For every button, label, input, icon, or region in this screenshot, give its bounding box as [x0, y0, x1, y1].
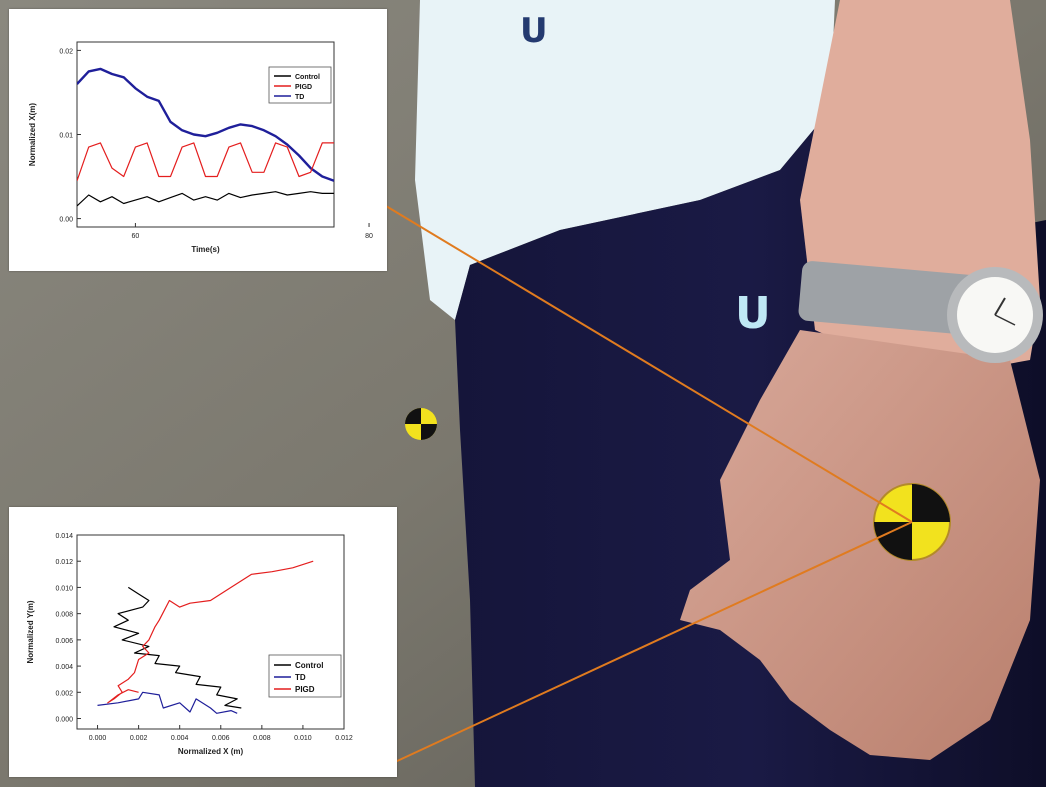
legend-box	[268, 66, 332, 104]
legend: Control PIGD TD	[268, 66, 332, 104]
y-tick-label: 0.002	[55, 690, 73, 697]
legend: Control TD PIGD	[268, 654, 342, 698]
y-axis-title: Normalized Y(m)	[26, 600, 35, 663]
legend-label-control: Control	[295, 74, 320, 81]
x-tick-label: 0.000	[89, 735, 107, 742]
legend-label-td: TD	[295, 673, 306, 682]
y-tick-label: 0.010	[55, 585, 73, 592]
y-tick-label: 0.01	[59, 133, 73, 140]
plot-frame	[76, 534, 345, 730]
y-tick-label: 0.012	[55, 559, 73, 566]
x-tick-label: 0.006	[212, 735, 230, 742]
trajectory-chart: 0.000 0.002 0.004 0.006 0.008 0.010 0.012 0.014…	[26, 533, 353, 756]
legend-box	[268, 654, 342, 698]
y-tick-label: 0.004	[55, 664, 73, 671]
series-line-pigd	[77, 142, 334, 181]
series-line-td	[77, 67, 334, 182]
legend-label-td: TD	[295, 94, 304, 101]
x-tick-label: 0.002	[130, 735, 148, 742]
y-tick-label: 0.008	[55, 612, 73, 619]
series-line-td	[97, 691, 238, 714]
shirt	[415, 0, 835, 320]
time-series-chart: 0.00 0.01 0.02 60 80 Time(s) Normalized X(m) Co…	[28, 41, 373, 254]
x-tick-label: 0.012	[335, 735, 353, 742]
legend-label-control: Control	[295, 661, 323, 670]
x-axis-title: Normalized X (m)	[178, 747, 244, 756]
chart-panel-time-series: 0.00 0.01 0.02 60 80 Time(s) Normalized X(m) Co…	[9, 9, 387, 271]
x-tick-label: 0.010	[294, 735, 312, 742]
x-tick-label: 0.004	[171, 735, 189, 742]
x-tick-label: 0.008	[253, 735, 271, 742]
leader-line-bottom	[394, 521, 913, 763]
chart-panel-trajectory: 0.000 0.002 0.004 0.006 0.008 0.010 0.012 0.014…	[9, 507, 397, 777]
watch-band	[798, 261, 982, 335]
y-axis-title: Normalized X(m)	[28, 103, 37, 166]
wall-marker	[405, 408, 437, 440]
legend-label-pigd: PIGD	[295, 685, 315, 694]
shirt-logo: U	[520, 11, 548, 51]
x-tick-label: 80	[365, 233, 373, 240]
series-line-pigd	[107, 560, 314, 704]
x-tick-label: 60	[132, 233, 140, 240]
x-axis-title: Time(s)	[191, 245, 220, 254]
watch-hand-minute	[994, 314, 1016, 326]
legend-label-pigd: PIGD	[295, 84, 312, 91]
y-tick-label: 0.02	[59, 48, 73, 55]
y-tick-label: 0.000	[55, 717, 73, 724]
y-tick-label: 0.00	[59, 217, 73, 224]
series-line-control	[77, 191, 334, 207]
leader-line-top	[385, 205, 913, 523]
pants-logo: U	[735, 288, 771, 339]
y-tick-label: 0.014	[55, 533, 73, 540]
watch-hand-hour	[994, 297, 1006, 316]
y-tick-label: 0.006	[55, 638, 73, 645]
